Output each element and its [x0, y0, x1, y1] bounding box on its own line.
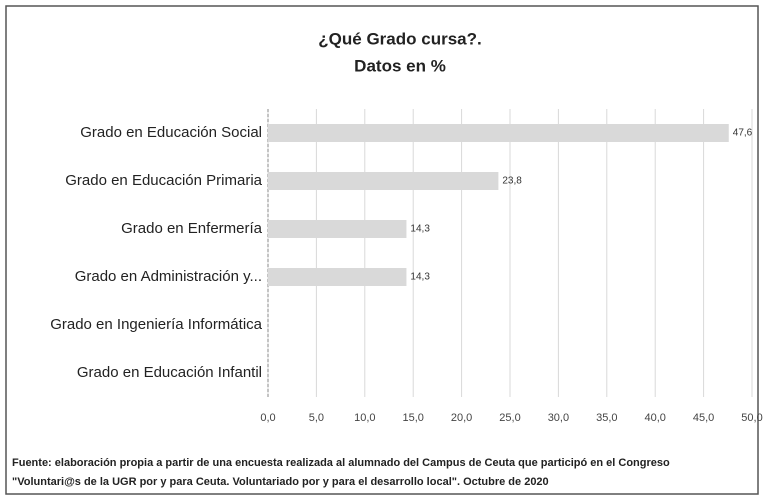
y-tick-label: Grado en Educación Primaria: [65, 172, 262, 189]
x-tick-label: 40,0: [644, 412, 665, 424]
x-tick-label: 20,0: [451, 412, 472, 424]
x-tick-label: 35,0: [596, 412, 617, 424]
y-tick-label: Grado en Ingeniería Informática: [50, 316, 262, 333]
chart-subtitle: Datos en %: [354, 56, 446, 75]
frame: [5, 5, 759, 495]
value-label: 14,3: [410, 272, 430, 283]
y-tick-label: Grado en Educación Infantil: [77, 364, 262, 381]
x-tick-label: 15,0: [402, 412, 423, 424]
value-label: 14,3: [410, 224, 430, 235]
x-tick-label: 50,0: [741, 412, 762, 424]
x-tick-label: 30,0: [548, 412, 569, 424]
y-tick-label: Grado en Administración y...: [75, 268, 262, 285]
value-label: 23,8: [502, 176, 522, 187]
bar: [268, 172, 499, 190]
y-tick-label: Grado en Enfermería: [121, 220, 263, 237]
x-tick-label: 25,0: [499, 412, 520, 424]
bar: [268, 124, 729, 142]
footnote: Fuente: elaboración propia a partir de u…: [12, 457, 670, 469]
bar: [268, 220, 407, 238]
x-tick-label: 10,0: [354, 412, 375, 424]
y-tick-label: Grado en Educación Social: [80, 124, 262, 141]
bar: [268, 268, 407, 286]
x-tick-label: 5,0: [309, 412, 324, 424]
footnote: "Voluntari@s de la UGR por y para Ceuta.…: [12, 476, 549, 488]
value-label: 47,6: [733, 128, 753, 139]
x-tick-label: 0,0: [260, 412, 275, 424]
x-tick-label: 45,0: [693, 412, 714, 424]
chart-title: ¿Qué Grado cursa?.: [318, 29, 481, 48]
